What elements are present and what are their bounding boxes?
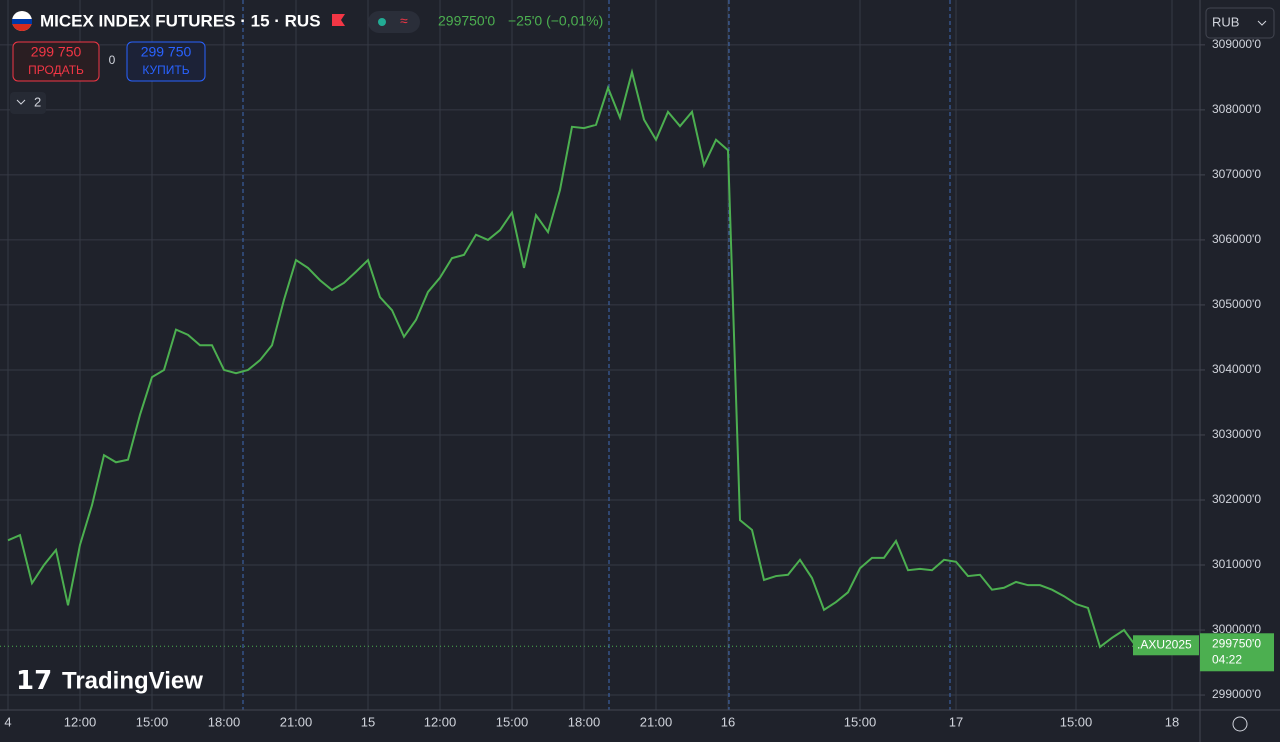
symbol-badge: .AXU2025 — [1137, 637, 1192, 651]
x-tick-label: 18:00 — [568, 714, 601, 729]
y-tick-label: 305000'0 — [1212, 297, 1261, 311]
sell-button[interactable] — [12, 41, 100, 82]
flag-marker[interactable] — [332, 14, 345, 26]
logo-mark: 𝟭𝟳 — [16, 665, 52, 695]
session-separators — [242, 0, 951, 710]
x-tick-label: 15:00 — [136, 714, 169, 729]
chevron — [16, 99, 26, 105]
y-tick-label: 302000'0 — [1212, 492, 1261, 506]
y-tick-label: 304000'0 — [1212, 362, 1261, 376]
y-tick-label: 303000'0 — [1212, 427, 1261, 441]
y-tick-label: 308000'0 — [1212, 102, 1261, 116]
x-tick-label: 16 — [721, 714, 735, 729]
chart-title: MICEX INDEX FUTURES · 15 · RUS — [40, 11, 321, 30]
indicators-count: 2 — [34, 94, 41, 109]
sell-price: 299 750 — [31, 44, 82, 60]
y-tick-label: 301000'0 — [1212, 557, 1261, 571]
buy-price: 299 750 — [141, 44, 192, 60]
y-tick-label: 307000'0 — [1212, 167, 1261, 181]
x-tick-label: 18:00 — [208, 714, 241, 729]
x-tick-label: 15:00 — [1060, 714, 1093, 729]
x-tick-label: 15 — [361, 714, 375, 729]
header-change: −25'0 (−0,01%) — [508, 13, 603, 29]
x-tick-label: 15:00 — [844, 714, 877, 729]
currency: RUB — [1212, 14, 1239, 29]
x-tick-label: 21:00 — [640, 714, 673, 729]
x-tick-label: 12:00 — [424, 714, 457, 729]
x-tick-label: 12:00 — [64, 714, 97, 729]
chevron — [1257, 20, 1267, 26]
header-price: 299750'0 — [438, 13, 495, 29]
y-tick-label: 309000'0 — [1212, 37, 1261, 51]
indicators-toggle[interactable] — [10, 92, 46, 114]
price-line — [7, 68, 1137, 649]
symbol-badge-bg — [1133, 635, 1199, 656]
sell-label: ПРОДАТЬ — [28, 63, 84, 77]
x-tick-label: 4 — [4, 714, 11, 729]
countdown: 04:22 — [1212, 652, 1242, 666]
flag-icon — [12, 19, 32, 24]
x-tick-label: 15:00 — [496, 714, 529, 729]
plot — [0, 68, 1200, 649]
buy-button[interactable] — [126, 41, 206, 82]
last-price-badge — [1200, 633, 1274, 672]
status-dot — [378, 18, 386, 26]
spread: 0 — [109, 53, 116, 67]
buy-label: КУПИТЬ — [142, 63, 189, 77]
brand: TradingView — [62, 667, 203, 694]
settings-button[interactable] — [1232, 716, 1248, 732]
currency-select[interactable] — [1205, 7, 1275, 39]
y-tick-label: 299000'0 — [1212, 687, 1261, 701]
y-tick-label: 300000'0 — [1212, 622, 1261, 636]
x-tick-label: 18 — [1165, 714, 1179, 729]
x-tick-label: 17 — [949, 714, 963, 729]
x-tick-label: 21:00 — [280, 714, 313, 729]
y-tick-label: 306000'0 — [1212, 232, 1261, 246]
status-pill[interactable] — [368, 11, 420, 33]
status-icon: ≈ — [400, 13, 408, 29]
last-price-label: 299750'0 — [1212, 636, 1261, 650]
